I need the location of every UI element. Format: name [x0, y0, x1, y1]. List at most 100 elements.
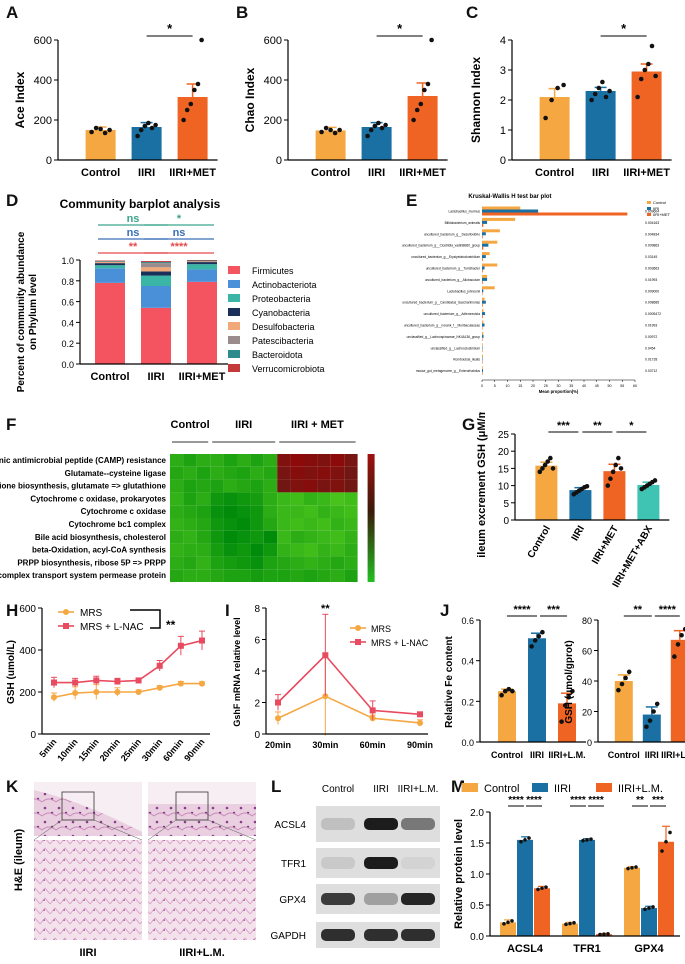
chart-g-data-point — [537, 469, 543, 475]
chart-a: Control IIRI IIRI+MET 0 200 400 600 Ace Index * — [13, 21, 218, 179]
chart-f-cell — [304, 466, 318, 480]
chart-h-ylabel: GSH (umol/L) — [6, 640, 17, 704]
chart-a-bar — [131, 127, 162, 160]
panel-label-e: E — [406, 191, 418, 210]
chart-d-segment — [95, 261, 125, 263]
chart-f-cell — [196, 454, 211, 467]
chart-f-cell — [330, 518, 345, 531]
chart-j-gsh-data-point — [619, 681, 625, 687]
chart-j-gsh-data-point — [623, 675, 628, 681]
chart-f-cell — [223, 466, 237, 480]
chart-c: Control IIRI IIRI+MET 0 1 2 3 4 Shannon Index * — [469, 21, 672, 179]
chart-b-ylabel: Chao Index — [243, 67, 257, 132]
chart-g-ytick-label: 10 — [498, 482, 510, 493]
chart-d-legend-label: Firmicutes — [252, 266, 294, 276]
chart-b-xtick-label: IIRI+MET — [399, 167, 446, 179]
chart-h-sig-bracket — [130, 609, 161, 629]
chart-e-pvalue: 0.009000 — [645, 289, 659, 293]
chart-e-bar — [482, 334, 484, 338]
chart-e-bar — [482, 280, 483, 284]
chart-c-data-point — [549, 97, 554, 103]
chart-d-legend-swatch — [228, 266, 240, 274]
chart-f-cell — [183, 454, 197, 467]
chart-a-data-point — [146, 120, 151, 126]
chart-f-cell — [183, 518, 197, 531]
chart-f-cell — [304, 518, 318, 531]
chart-f-cell — [290, 454, 304, 467]
chart-f-cell — [304, 505, 318, 518]
chart-f-cell — [223, 518, 237, 531]
chart-h-marker — [135, 677, 142, 684]
chart-f-cell — [250, 479, 264, 493]
chart-d-xtick-label: Control — [90, 371, 129, 383]
chart-e-bar — [482, 220, 488, 224]
chart-f-cell — [237, 543, 251, 557]
chart-j-gsh-ytick-label: 0 — [587, 738, 592, 748]
chart-f-cell — [304, 479, 318, 493]
chart-e-bar — [482, 315, 483, 319]
chart-f-cell — [277, 530, 291, 544]
histology-zoom-guide — [33, 819, 63, 841]
chart-f-cell — [344, 492, 358, 506]
chart-e-xtick-label: 30 — [557, 384, 561, 388]
chart-j-gsh-ytick-label: 80 — [582, 616, 592, 626]
chart-f-cell — [223, 505, 237, 518]
chart-h-marker — [51, 694, 57, 701]
chart-f-cell — [170, 454, 184, 467]
chart-g-data-point — [548, 455, 553, 461]
chart-d-legend-swatch — [228, 336, 240, 344]
chart-e-taxon-label: mouse_gut_metagenome_g__Enterorhabdus — [416, 369, 481, 373]
chart-f-cell — [330, 454, 345, 467]
western-blot-band — [364, 857, 398, 869]
chart-i-legend-label: MRS + L-NAC — [371, 638, 429, 648]
chart-a-data-point — [135, 133, 140, 139]
chart-f-cell — [210, 454, 224, 467]
chart-e-taxon-label: unclassified_g__Lachnoclostridium — [431, 346, 481, 350]
chart-f-cell — [237, 556, 251, 570]
chart-i-ytick-label: 2 — [254, 699, 260, 710]
chart-b-data-point — [383, 122, 388, 128]
chart-f-cell — [317, 530, 331, 544]
chart-f-cell — [330, 530, 345, 544]
chart-f-cell — [290, 518, 304, 531]
chart-i-series-line — [277, 654, 421, 716]
histology-caption: IIRI+L.M. — [179, 947, 225, 959]
chart-m-data-point — [564, 922, 568, 927]
chart-a-data-point — [153, 122, 158, 128]
chart-j-gsh-ytick-label: 20 — [582, 708, 592, 718]
chart-a-data-point — [184, 107, 190, 113]
chart-f-cell — [170, 556, 184, 570]
chart-f-cell — [223, 556, 237, 570]
chart-f-cell — [290, 466, 304, 480]
chart-m-data-point — [668, 830, 672, 835]
chart-g-data-point — [616, 455, 621, 461]
chart-f-cell — [344, 518, 358, 531]
chart-m-data-point — [585, 838, 589, 842]
histology-zoom-box — [61, 791, 95, 821]
chart-e-xtick-label: 50 — [608, 384, 612, 388]
chart-e-pvalue: 0.01728 — [645, 358, 657, 362]
chart-f-row-label: Bile acid biosynthesis, cholesterol — [35, 533, 166, 542]
chart-f-cell — [210, 466, 224, 480]
chart-f-cell — [170, 466, 184, 480]
chart-e-pvalue: 0.01993 — [645, 324, 657, 328]
chart-d-segment — [95, 268, 125, 283]
chart-i-xtick-label: 60min — [360, 740, 386, 750]
chart-b-bar — [361, 127, 392, 160]
chart-e-bar — [482, 360, 483, 364]
chart-h-ytick-label: 400 — [19, 646, 36, 657]
chart-m-data-point — [572, 921, 576, 925]
chart-m-ylabel: Relative protein level — [453, 819, 465, 929]
chart-h-marker — [93, 677, 100, 684]
chart-h-marker — [156, 684, 163, 691]
chart-d-ylabel: on Phylum level — [28, 274, 39, 350]
chart-f-cell — [250, 518, 264, 531]
chart-f-cell — [183, 569, 197, 582]
chart-f-cell — [290, 492, 304, 506]
chart-e-taxon-label: unclassified_g__Lachnospiraceae_NK4A136_… — [407, 335, 481, 339]
chart-j-gsh-sig-label: ** — [634, 604, 643, 616]
chart-f-cell — [183, 543, 197, 557]
chart-d-segment — [141, 267, 171, 272]
chart-d-segment — [187, 260, 217, 261]
western-blot-row-label: TFR1 — [281, 859, 306, 870]
